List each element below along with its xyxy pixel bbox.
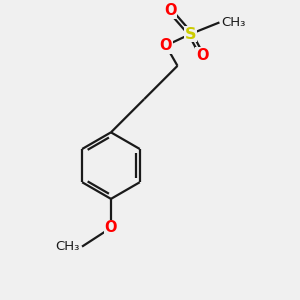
Text: S: S xyxy=(185,26,196,41)
Text: CH₃: CH₃ xyxy=(55,240,79,253)
Text: O: O xyxy=(196,48,208,63)
Text: O: O xyxy=(164,3,176,18)
Text: CH₃: CH₃ xyxy=(222,16,246,29)
Text: O: O xyxy=(105,220,117,235)
Text: O: O xyxy=(160,38,172,53)
